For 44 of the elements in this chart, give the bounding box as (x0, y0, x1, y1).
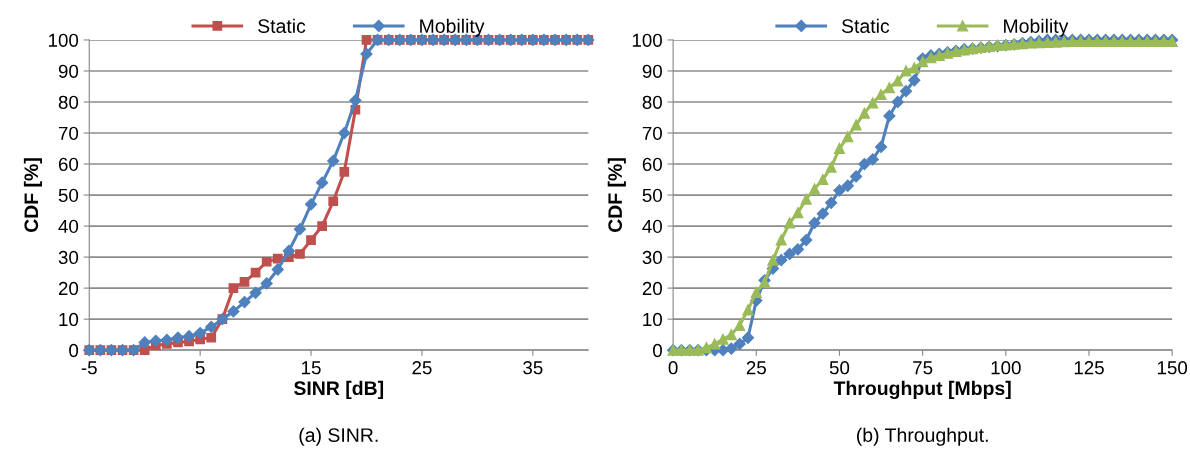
y-axis-title: CDF [%] (607, 158, 626, 233)
y-tick-label: 80 (58, 95, 79, 109)
x-axis-title: SINR [dB] (293, 380, 384, 399)
x-tick-label: 0 (668, 361, 678, 375)
y-tick-label: 10 (643, 312, 662, 327)
legend-label: Mobility (1004, 18, 1069, 37)
x-tick-label: 75 (913, 361, 933, 375)
x-tick-label: 50 (829, 361, 850, 375)
y-tick-label: 100 (48, 33, 79, 47)
x-tick-label: 35 (523, 361, 543, 375)
x-tick-label: 125 (1074, 361, 1104, 375)
y-tick-label: 70 (58, 126, 79, 140)
x-axis-title: Throughput [Mbps] (833, 380, 1011, 400)
x-tick-label: -5 (81, 361, 97, 375)
x-tick-label: 15 (302, 361, 321, 375)
y-tick-label: 20 (58, 281, 79, 296)
text: (a) SINR. (299, 427, 378, 446)
x-tick-label: 150 (1157, 361, 1188, 375)
y-tick-label: 30 (642, 250, 662, 265)
legend-label: Mobility (420, 18, 485, 37)
legend-label: Static (258, 18, 306, 33)
y-tick-label: 40 (642, 219, 662, 234)
y-tick-label: 30 (58, 250, 79, 265)
y-tick-label: 90 (642, 64, 662, 78)
x-tick-label: 5 (195, 361, 205, 375)
y-tick-label: 100 (632, 33, 662, 47)
y-tick-label: 70 (642, 126, 662, 140)
y-tick-label: 80 (642, 95, 662, 109)
y-tick-label: 10 (59, 312, 79, 327)
x-tick-label: 25 (412, 361, 432, 375)
y-tick-label: 60 (642, 157, 662, 172)
y-tick-label: 40 (58, 219, 79, 234)
x-tick-label: 25 (746, 361, 766, 375)
y-tick-label: 0 (69, 343, 79, 358)
y-tick-label: 20 (642, 281, 662, 296)
y-tick-label: 60 (58, 157, 79, 172)
x-tick-label: 100 (991, 361, 1021, 375)
y-axis-title: CDF [%] (23, 158, 42, 233)
text: (b) Throughput. (857, 427, 988, 446)
y-tick-label: 0 (653, 343, 662, 358)
y-tick-label: 50 (642, 188, 662, 203)
y-tick-label: 90 (58, 64, 79, 78)
y-tick-label: 50 (58, 188, 79, 203)
legend-label: Static (841, 18, 890, 33)
